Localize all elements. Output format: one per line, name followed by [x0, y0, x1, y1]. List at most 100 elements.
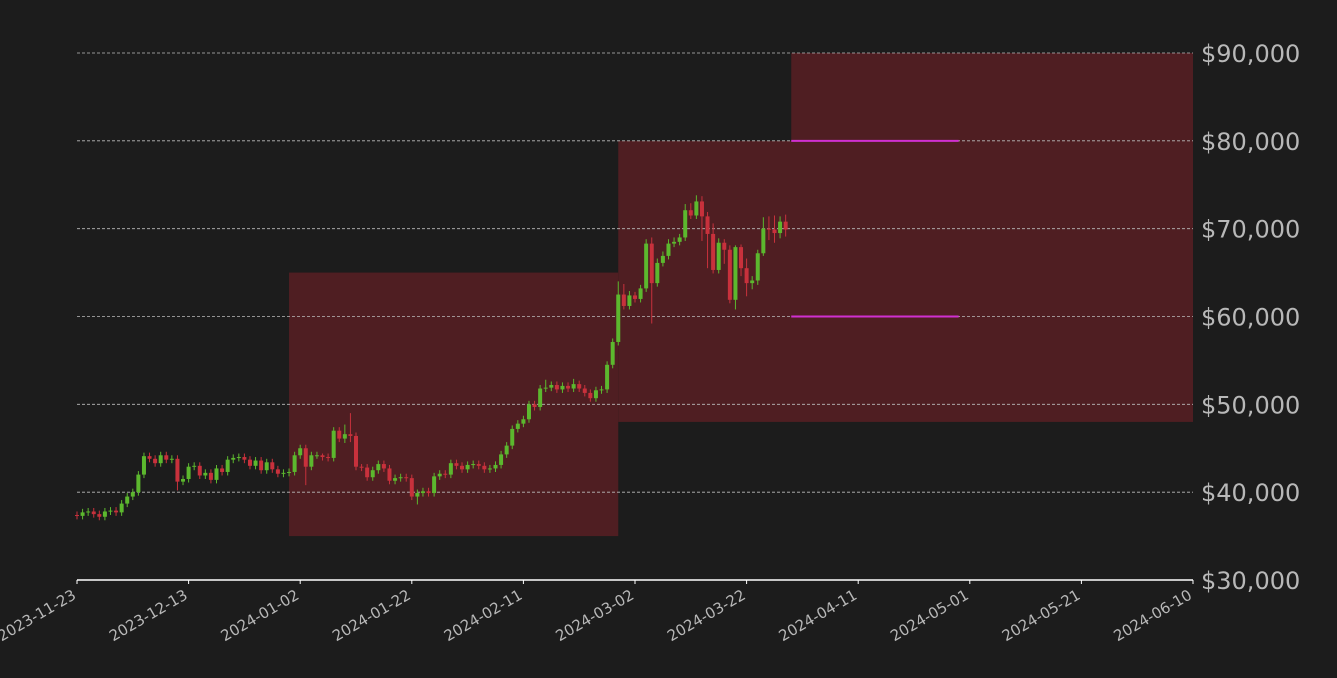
- candle-body: [666, 243, 671, 256]
- candle-body: [443, 473, 448, 475]
- candle-body: [298, 448, 303, 456]
- candle-body: [342, 434, 347, 439]
- candle-body: [694, 201, 699, 216]
- candle-body: [593, 390, 598, 399]
- candle-body: [231, 457, 236, 460]
- x-tick-label: 2024-01-22: [329, 586, 414, 645]
- candle-body: [783, 221, 788, 230]
- candle-body: [582, 388, 587, 393]
- candle-body: [744, 268, 749, 284]
- candle-body: [778, 221, 783, 234]
- candle-body: [532, 404, 537, 407]
- candle-body: [465, 464, 470, 470]
- candle-body: [476, 464, 481, 466]
- candle-body: [287, 471, 292, 473]
- y-tick-label: $70,000: [1201, 216, 1300, 244]
- candle-body: [303, 448, 308, 467]
- candle-body: [236, 457, 241, 459]
- candle-body: [393, 478, 398, 481]
- candle-body: [114, 510, 119, 513]
- x-tick-label: 2024-05-01: [887, 586, 972, 645]
- candle-body: [722, 242, 727, 250]
- candle-body: [772, 229, 777, 234]
- candle-body: [493, 464, 498, 469]
- candle-body: [538, 388, 543, 407]
- candle-body: [420, 491, 425, 494]
- candle-body: [526, 404, 531, 420]
- y-tick-label: $60,000: [1201, 304, 1300, 332]
- candle-body: [169, 458, 174, 460]
- candle-body: [688, 210, 693, 216]
- candle-body: [130, 492, 135, 497]
- candle-body: [314, 455, 319, 457]
- candle-body: [460, 465, 465, 470]
- candle-body: [164, 455, 169, 460]
- candle-body: [571, 384, 576, 389]
- candle-body: [119, 503, 124, 513]
- candle-body: [705, 216, 710, 234]
- candle-body: [761, 228, 766, 254]
- candle-body: [337, 430, 342, 439]
- x-tick-label: 2023-11-23: [0, 586, 79, 645]
- candle-body: [175, 458, 180, 482]
- candle-body: [387, 468, 392, 481]
- candle-body: [253, 460, 258, 466]
- candle-body: [605, 364, 610, 390]
- y-tick-label: $40,000: [1201, 479, 1300, 507]
- x-tick-label: 2024-02-11: [441, 586, 526, 645]
- candle-body: [326, 457, 331, 459]
- x-tick-label: 2023-12-13: [106, 586, 191, 645]
- candle-body: [633, 295, 637, 299]
- candle-body: [354, 435, 358, 467]
- candle-body: [75, 515, 79, 517]
- x-tick-label: 2024-01-02: [218, 586, 303, 645]
- candle-body: [739, 247, 744, 269]
- candle-body: [677, 237, 682, 242]
- candle-body: [644, 243, 649, 289]
- candle-body: [610, 341, 615, 365]
- candle-body: [365, 467, 370, 478]
- candle-body: [309, 455, 314, 467]
- candle-body: [672, 241, 677, 244]
- candle-body: [197, 465, 202, 476]
- candle-body: [510, 428, 515, 446]
- candle-body: [649, 243, 654, 284]
- candle-body: [566, 385, 571, 389]
- candle-body: [86, 511, 91, 513]
- candle-body: [543, 387, 548, 389]
- y-tick-label: $80,000: [1201, 128, 1300, 156]
- y-tick-label: $30,000: [1201, 567, 1300, 595]
- candle-body: [560, 385, 565, 390]
- candle-body: [627, 295, 632, 306]
- candle-body: [733, 247, 738, 300]
- candle-body: [750, 280, 755, 284]
- candle-body: [699, 201, 704, 217]
- candle-body: [638, 288, 643, 299]
- candle-body: [482, 465, 487, 470]
- candle-body: [409, 478, 414, 497]
- candle-body: [549, 385, 554, 388]
- candle-body: [515, 423, 520, 429]
- x-tick-label: 2024-06-10: [1110, 586, 1195, 645]
- candle-body: [108, 510, 113, 512]
- candle-body: [426, 491, 431, 494]
- candle-body: [499, 454, 504, 465]
- zone: [791, 53, 1193, 141]
- candle-body: [727, 249, 732, 300]
- candle-body: [432, 476, 437, 494]
- candle-body: [259, 460, 264, 471]
- candle-body: [192, 465, 197, 467]
- candle-body: [203, 472, 208, 476]
- candle-body: [275, 469, 280, 474]
- y-tick-label: $50,000: [1201, 391, 1300, 419]
- candle-body: [398, 477, 403, 479]
- candle-body: [716, 242, 721, 270]
- candle-body: [554, 385, 559, 390]
- candle-body: [320, 455, 325, 458]
- candle-body: [220, 468, 225, 472]
- candle-body: [471, 464, 476, 466]
- candle-body: [577, 384, 582, 389]
- candle-body: [153, 458, 158, 464]
- x-tick-label: 2024-03-02: [552, 586, 637, 645]
- candle-body: [766, 228, 771, 230]
